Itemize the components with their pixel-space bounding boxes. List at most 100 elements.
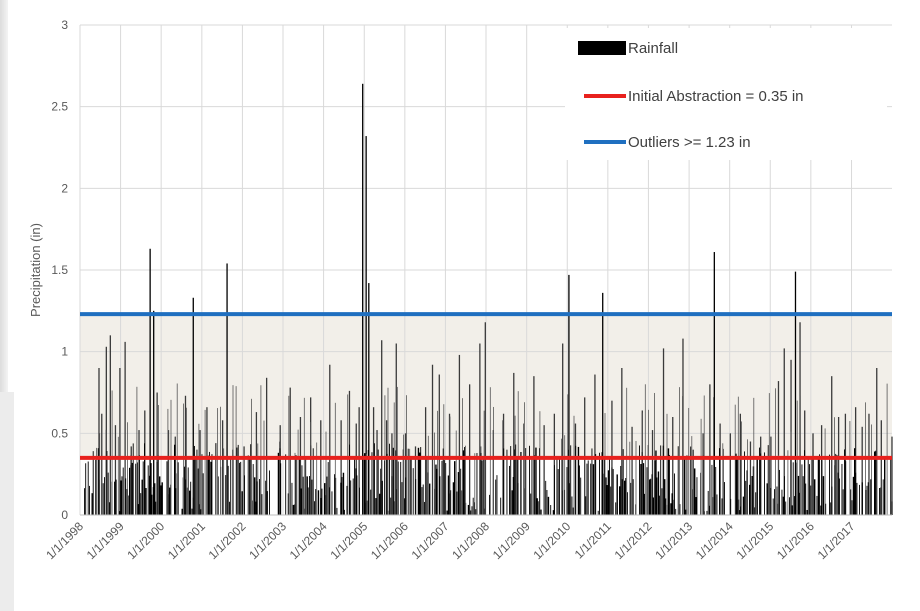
rainfall-bar xyxy=(662,348,665,515)
rainfall-bar-small xyxy=(150,463,152,515)
rainfall-bar-small xyxy=(161,482,163,515)
rainfall-bar-moderate xyxy=(310,422,311,515)
rainfall-bar-small xyxy=(386,453,388,515)
rainfall-bar-small xyxy=(317,490,320,515)
rainfall-bar xyxy=(891,436,893,515)
rainfall-bar-small xyxy=(830,502,832,515)
rainfall-bar-small xyxy=(291,482,293,515)
rainfall-bar-small xyxy=(590,463,592,515)
rainfall-bar-small xyxy=(104,477,105,515)
rainfall-bar-small xyxy=(575,445,577,515)
rainfall-bar-small xyxy=(500,497,502,515)
rainfall-bar-small xyxy=(607,470,610,515)
rainfall-bar-small xyxy=(247,455,249,515)
x-tick-label: 1/1/2009 xyxy=(490,519,533,562)
rainfall-bar-small xyxy=(599,452,600,515)
rainfall-bar-small xyxy=(534,455,535,515)
x-tick-label: 1/1/2017 xyxy=(815,519,858,562)
rainfall-bar-small xyxy=(559,456,560,515)
rainfall-bar-small xyxy=(300,488,302,515)
rainfall-bar-moderate xyxy=(648,409,649,515)
rainfall-bar-small xyxy=(277,452,280,515)
rainfall-bar xyxy=(184,395,187,515)
legend-items: Rainfall Initial Abstraction = 0.35 in Out… xyxy=(578,40,804,151)
x-tick-label: 1/1/2004 xyxy=(287,519,330,562)
rainfall-bar-small xyxy=(189,490,191,515)
rainfall-bar-small xyxy=(702,455,704,515)
rainfall-bar-small xyxy=(139,455,140,515)
rainfall-bar-small xyxy=(255,501,257,515)
rainfall-bar-small xyxy=(685,509,687,515)
rainfall-bar-small xyxy=(644,493,646,515)
rainfall-bar xyxy=(553,413,556,515)
rainfall-bar-small xyxy=(301,465,303,515)
rainfall-bar-small xyxy=(577,446,580,515)
rainfall-bar-small xyxy=(121,476,123,515)
rainfall-bar xyxy=(153,310,155,515)
rainfall-bar-small xyxy=(670,503,672,515)
rainfall-bar-small xyxy=(537,501,539,515)
rainfall-bar-small xyxy=(346,485,348,515)
rainfall-bar-small xyxy=(569,483,570,515)
rainfall-bar-small xyxy=(552,510,555,515)
rainfall-bar-small xyxy=(266,491,268,515)
y-axis-label: Precipitation (in) xyxy=(28,223,43,317)
rainfall-bar-small xyxy=(377,449,379,515)
x-tick-label: 1/1/2011 xyxy=(572,519,615,562)
rainfall-bar-small xyxy=(642,463,645,515)
rainfall-bar-small xyxy=(305,458,307,515)
rainfall-bar-moderate xyxy=(223,448,225,515)
rainfall-bar-small xyxy=(794,496,795,515)
rainfall-bar-small xyxy=(452,482,455,515)
rainfall-bar xyxy=(682,338,684,515)
rainfall-bar-small xyxy=(160,485,162,515)
x-tick-label: 1/1/2005 xyxy=(327,519,370,562)
rainfall-bar-small xyxy=(854,448,856,515)
rainfall-bar-moderate xyxy=(263,420,265,515)
rainfall-bar-moderate xyxy=(474,453,476,515)
rainfall-bar-small xyxy=(649,479,651,515)
rainfall-bar-small xyxy=(476,453,478,515)
rainfall-bar-small xyxy=(601,452,603,515)
rainfall-bar-small xyxy=(742,496,745,515)
rainfall-bar-small xyxy=(230,457,232,515)
rainfall-bar-moderate xyxy=(768,393,770,515)
rainfall-bar-small xyxy=(804,450,805,515)
rainfall-bar-moderate xyxy=(679,387,680,515)
rainfall-bar-moderate xyxy=(235,386,237,515)
rainfall-bar-small xyxy=(855,472,857,515)
rainfall-bar-small xyxy=(156,461,158,515)
rainfall-bar-small xyxy=(535,447,537,515)
rainfall-bar-moderate xyxy=(449,416,451,515)
rainfall-bar-small xyxy=(344,509,345,515)
rainfall-bar-moderate xyxy=(573,415,575,515)
rainfall-bar-small xyxy=(371,452,373,515)
rainfall-bar xyxy=(206,407,208,515)
rainfall-bar-small xyxy=(84,488,85,515)
rainfall-bar-small xyxy=(615,502,617,515)
rainfall-bar-small xyxy=(470,510,472,515)
rainfall-bar-moderate xyxy=(703,395,705,515)
rainfall-bar-small xyxy=(525,448,527,515)
x-tick-label: 1/1/2007 xyxy=(409,519,452,562)
rainfall-bar-small xyxy=(436,468,438,515)
x-tick-label: 1/1/2008 xyxy=(449,519,492,562)
rainfall-bar-small xyxy=(716,494,718,515)
rainfall-bar xyxy=(365,136,367,516)
x-tick-label: 1/1/2010 xyxy=(530,519,573,562)
rainfall-bar-small xyxy=(756,457,758,515)
rainfall-bar-small xyxy=(749,484,751,515)
rainfall-bar xyxy=(837,417,840,515)
rainfall-bar-moderate xyxy=(176,383,178,515)
threshold-lines xyxy=(80,312,892,460)
rainfall-bar-small xyxy=(151,494,153,515)
rainfall-bar xyxy=(119,368,121,515)
rainfall-bar-small xyxy=(209,451,210,515)
rainfall-bar xyxy=(458,354,461,515)
rainfall-bar-small xyxy=(239,462,240,515)
rainfall-bar-small xyxy=(241,491,243,515)
rainfall-bar-small xyxy=(612,469,614,515)
rainfall-bar-small xyxy=(659,495,660,515)
rainfall-bar-moderate xyxy=(136,386,138,515)
rainfall-bar-small xyxy=(844,449,845,515)
